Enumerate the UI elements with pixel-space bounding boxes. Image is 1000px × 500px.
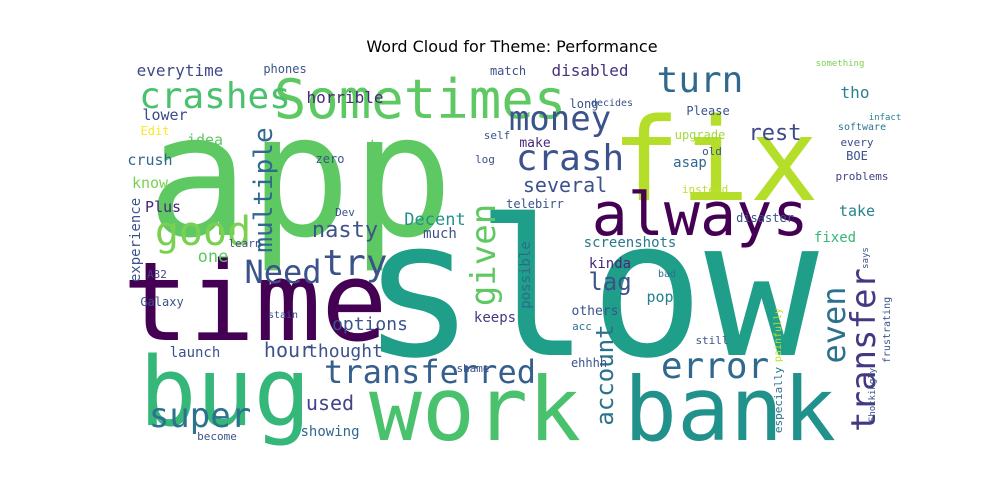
- word: transfer: [844, 268, 884, 432]
- word: options: [332, 314, 408, 335]
- word: crash: [516, 138, 624, 179]
- word: idea: [187, 131, 223, 149]
- word: BOE: [846, 149, 868, 163]
- word: horrible: [306, 88, 383, 107]
- word: try: [322, 243, 387, 284]
- word: crush: [127, 151, 172, 169]
- word: possible: [518, 241, 534, 308]
- word: much: [423, 226, 457, 242]
- word: showing: [300, 424, 359, 440]
- word: multiple: [249, 127, 279, 252]
- word: rest: [749, 121, 802, 146]
- word: Decent: [404, 210, 465, 230]
- word: every: [840, 136, 873, 149]
- word: disabled: [551, 61, 628, 80]
- word: instead: [682, 183, 728, 196]
- word: A32: [147, 268, 167, 281]
- word: experience: [128, 198, 144, 282]
- word: error: [661, 346, 769, 387]
- word: telebirr: [506, 197, 564, 211]
- word: kinda: [589, 256, 631, 272]
- word: nasty: [312, 218, 378, 243]
- word: several: [523, 173, 607, 197]
- word: bug: [139, 338, 311, 448]
- word: Edit: [141, 124, 170, 138]
- word: work: [369, 358, 581, 461]
- word: software: [838, 122, 886, 133]
- word: log: [475, 153, 495, 166]
- word: everytime: [137, 61, 224, 80]
- word: still: [695, 334, 728, 347]
- word: keeps: [474, 310, 516, 326]
- word: developer: [366, 139, 384, 220]
- word: stain: [268, 310, 298, 321]
- word: one: [198, 247, 229, 267]
- word: zero: [316, 152, 345, 166]
- word: asap: [673, 155, 707, 171]
- word: acc: [572, 320, 592, 333]
- word: even: [815, 286, 853, 363]
- word: long: [570, 97, 599, 111]
- word: Plus: [145, 198, 181, 216]
- word: pop: [646, 288, 673, 306]
- word: problems: [836, 170, 889, 183]
- word: make: [519, 136, 550, 151]
- word: know: [132, 174, 169, 192]
- word: used: [306, 391, 354, 415]
- word: Please: [686, 104, 729, 118]
- word: something: [816, 59, 865, 69]
- word: Need: [244, 253, 321, 291]
- word: says: [861, 247, 871, 269]
- word: painfully: [773, 308, 784, 362]
- word: learn: [228, 237, 261, 250]
- word: launch: [170, 345, 221, 361]
- word: Shockingly: [868, 367, 878, 422]
- word: Sometimes: [274, 68, 567, 131]
- word: take: [839, 202, 875, 220]
- word: lower: [142, 106, 187, 124]
- word: become: [197, 430, 237, 443]
- word: frustrating: [882, 297, 893, 363]
- word: fix: [611, 94, 819, 228]
- word: infact: [869, 113, 902, 123]
- word: lag: [588, 268, 631, 296]
- word: ehhhh: [571, 356, 607, 370]
- word: self: [484, 129, 511, 142]
- word: especially: [772, 367, 785, 434]
- word: thought: [307, 341, 383, 362]
- word: phones: [263, 62, 306, 76]
- word: shame: [456, 362, 489, 375]
- word: crashes: [139, 76, 291, 117]
- word: upgrade: [675, 128, 726, 142]
- word: screenshots: [584, 235, 677, 251]
- word: turn: [657, 60, 744, 101]
- word: bad: [658, 269, 676, 280]
- word: always: [592, 180, 809, 250]
- word: disaster: [736, 211, 794, 225]
- word: money: [509, 99, 611, 139]
- word: match: [490, 64, 526, 78]
- word: given: [464, 204, 504, 306]
- word: old: [702, 145, 722, 158]
- word: time: [123, 238, 388, 366]
- word: bank: [624, 358, 836, 461]
- word: account: [591, 324, 619, 425]
- word: others: [572, 304, 619, 319]
- word: super: [149, 396, 251, 436]
- word: app: [146, 78, 453, 276]
- word: Galaxy: [140, 295, 183, 309]
- word: transferred: [324, 353, 536, 391]
- word: slow: [361, 179, 819, 400]
- word: Dev: [335, 206, 355, 219]
- word: fixed: [814, 230, 856, 246]
- word: good: [155, 209, 251, 255]
- chart-title: Word Cloud for Theme: Performance: [366, 37, 657, 56]
- word: hour: [264, 338, 312, 362]
- word: tho: [841, 83, 870, 102]
- word: decides: [591, 98, 633, 109]
